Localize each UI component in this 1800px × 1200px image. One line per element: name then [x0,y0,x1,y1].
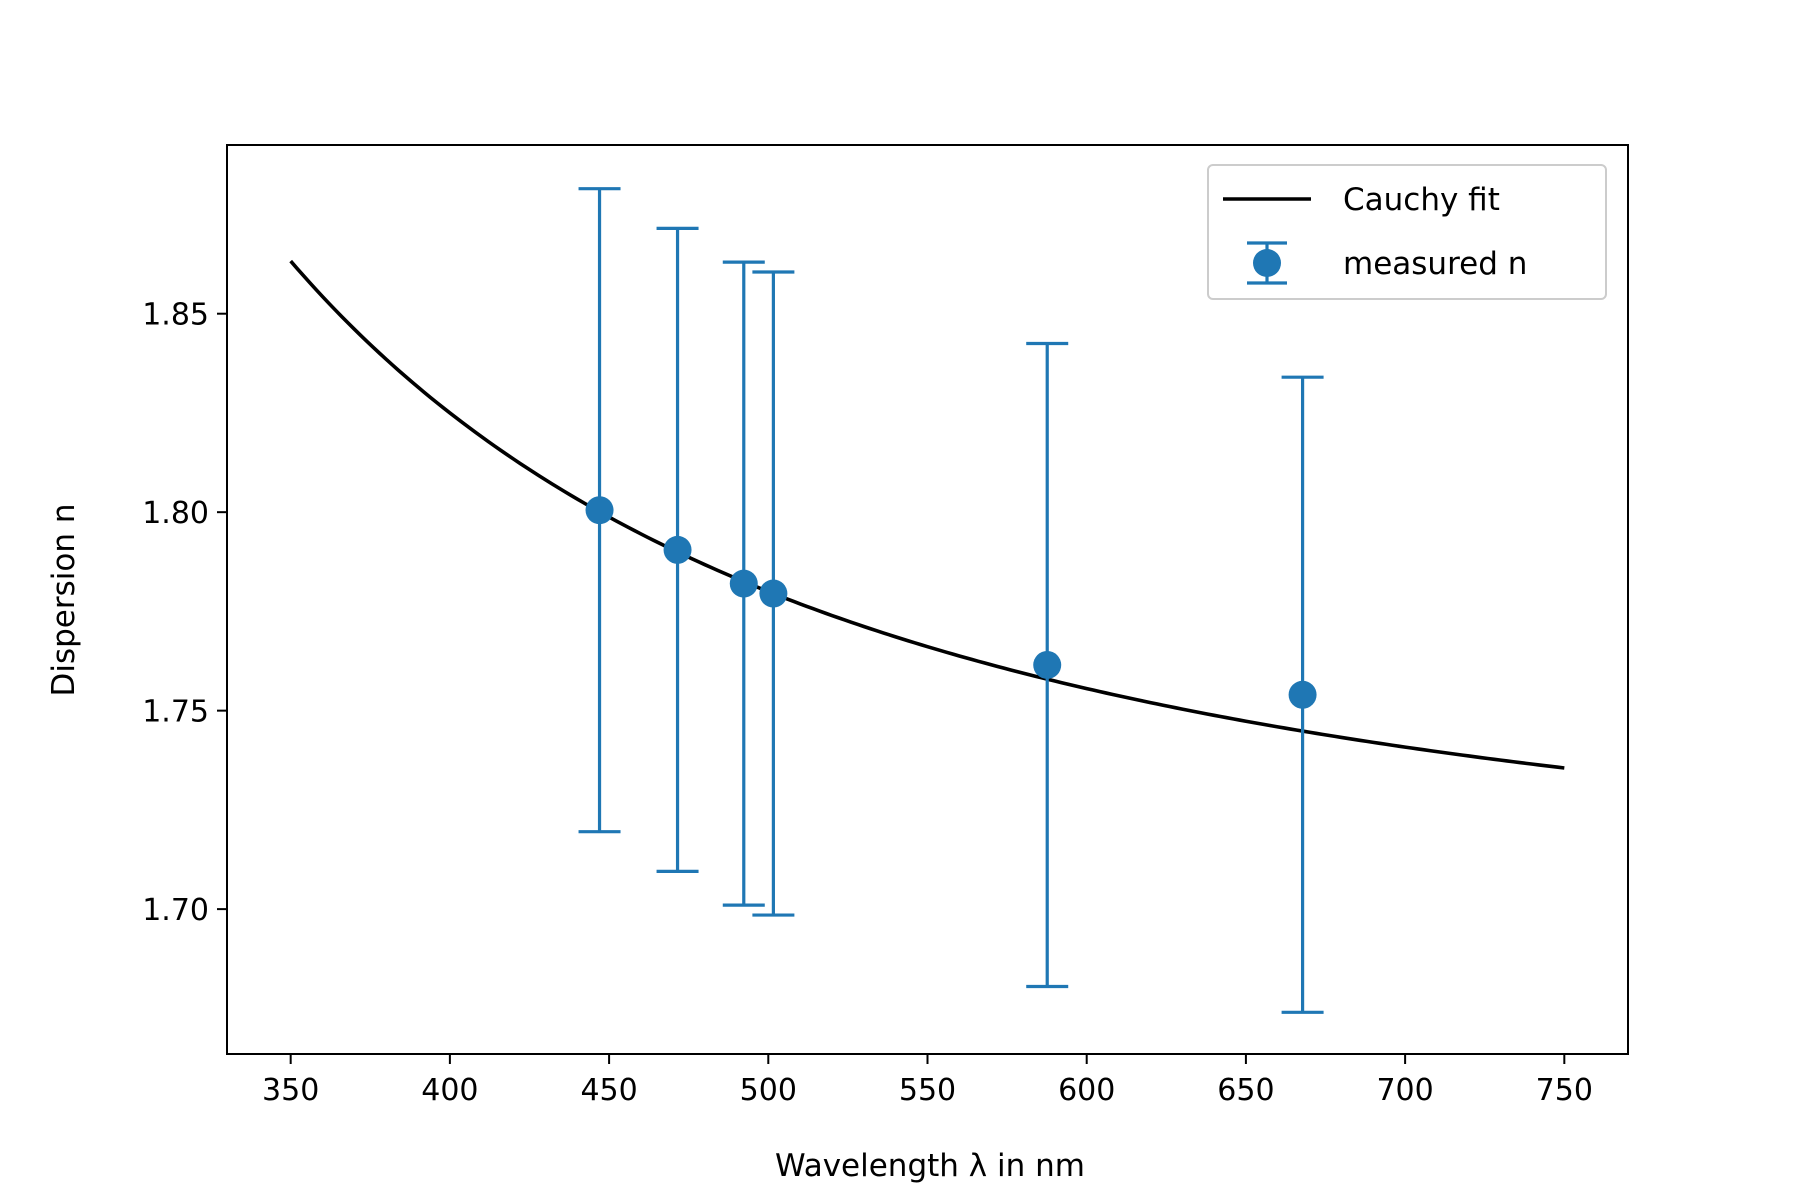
marker [1288,680,1317,709]
data-point [1026,341,1069,989]
legend-label: Cauchy fit [1343,182,1500,218]
x-tick-label: 350 [262,1073,319,1108]
plot-area [289,187,1565,1014]
legend-entry-fit: Cauchy fit [1223,182,1500,218]
marker [663,535,692,564]
y-tick-label: 1.80 [142,496,209,531]
x-tick-label: 450 [580,1073,637,1108]
x-tick-label: 650 [1217,1073,1274,1108]
data-point [752,270,795,917]
y-tick-label: 1.70 [142,893,209,928]
data-point [656,226,699,874]
x-axis-label: Wavelength λ in nm [775,1148,1085,1184]
axes: 350 400 450 500 550 600 650 700 750 1.70 1.75 1.80 1… [142,144,1629,1108]
y-axis-label: Dispersion n [46,503,82,696]
legend: Cauchy fit measured n [1207,164,1607,300]
y-tick-label: 1.85 [142,298,209,333]
marker [585,496,614,525]
fit-line [289,259,1565,770]
marker [1033,650,1062,679]
legend-marker [1253,249,1281,277]
x-tick-label: 400 [421,1073,478,1108]
x-tick-label: 500 [740,1073,797,1108]
data-point [1281,375,1324,1014]
x-tick-label: 550 [899,1073,956,1108]
x-tick-label: 700 [1376,1073,1433,1108]
data-point [722,260,765,907]
data-point [578,187,621,834]
legend-label: measured n [1343,246,1527,282]
y-tick-label: 1.75 [142,695,209,730]
x-tick-label: 750 [1536,1073,1593,1108]
legend-entry-measured: measured n [1247,241,1527,285]
marker [759,579,788,608]
marker [729,569,758,598]
x-tick-label: 600 [1058,1073,1115,1108]
